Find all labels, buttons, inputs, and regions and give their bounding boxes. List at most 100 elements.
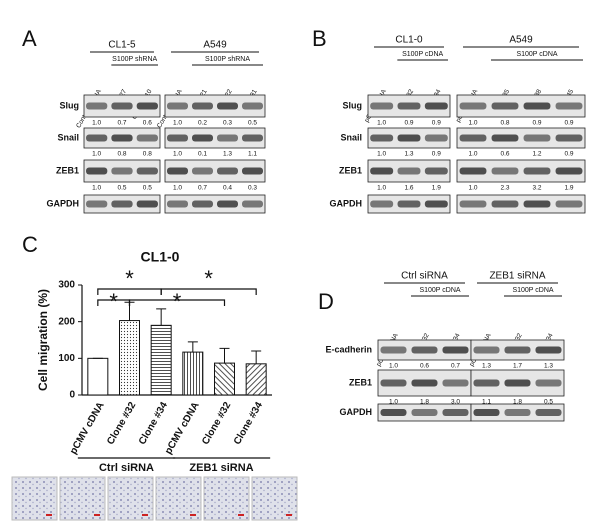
group-label: Ctrl siRNA <box>99 462 154 474</box>
band-value: 1.8 <box>513 399 522 406</box>
band <box>424 134 448 142</box>
band <box>167 102 188 110</box>
band-value: 1.0 <box>377 151 386 158</box>
bar <box>245 363 267 396</box>
band <box>192 167 213 175</box>
band <box>473 379 500 387</box>
row-label: Slug <box>343 100 363 110</box>
bar <box>150 324 172 396</box>
band-value: 1.0 <box>377 185 386 192</box>
band-value: 0.9 <box>432 151 441 158</box>
x-tick-label: pCMV cDNA <box>68 400 107 456</box>
significance-bracket <box>128 299 226 306</box>
band <box>424 167 448 175</box>
scale-bar <box>46 514 52 516</box>
micrograph <box>155 476 202 521</box>
band-value: 0.3 <box>248 185 257 192</box>
group-label: ZEB1 siRNA <box>189 462 253 474</box>
band <box>217 200 238 208</box>
band <box>424 200 448 208</box>
row-label: Snail <box>340 132 362 142</box>
y-tick-label: 100 <box>58 353 75 364</box>
treatment-label: S100P cDNA <box>419 287 460 294</box>
band-value: 1.9 <box>564 185 573 192</box>
group-label: CL1-0 <box>395 35 423 46</box>
band <box>217 167 238 175</box>
band <box>459 134 487 142</box>
band-value: 1.0 <box>468 120 477 127</box>
band-value: 1.3 <box>544 363 553 370</box>
band-value: 1.3 <box>404 151 413 158</box>
bar <box>87 357 109 396</box>
band <box>491 200 519 208</box>
band-value: 1.0 <box>173 120 182 127</box>
group-label: ZEB1 siRNA <box>489 271 545 282</box>
band-value: 1.0 <box>173 151 182 158</box>
band-value: 3.0 <box>451 399 460 406</box>
row-label: GAPDH <box>46 198 79 208</box>
scale-bar <box>238 514 244 516</box>
significance-label: * <box>204 266 213 291</box>
scale-bar <box>286 514 292 516</box>
scale-bar <box>94 514 100 516</box>
row-label: GAPDH <box>329 198 362 208</box>
band <box>459 102 487 110</box>
band <box>370 200 394 208</box>
band-value: 0.6 <box>143 120 152 127</box>
band <box>136 134 158 142</box>
treatment-label: S100P cDNA <box>512 287 553 294</box>
band <box>535 379 562 387</box>
band-value: 1.6 <box>404 185 413 192</box>
band <box>397 134 421 142</box>
band-value: 1.8 <box>420 399 429 406</box>
band <box>504 379 531 387</box>
band <box>411 379 438 387</box>
band <box>370 102 394 110</box>
band <box>111 167 133 175</box>
x-tick-label: pCMV cDNA <box>163 400 202 456</box>
panel-letter: B <box>312 26 327 51</box>
panel-letter: D <box>318 289 334 314</box>
band-value: 1.0 <box>92 120 101 127</box>
band <box>473 409 500 416</box>
row-label: Slug <box>60 100 80 110</box>
band <box>136 200 158 208</box>
band <box>111 102 133 110</box>
band-value: 0.6 <box>500 151 509 158</box>
band <box>86 167 108 175</box>
band-value: 0.7 <box>198 185 207 192</box>
band <box>459 200 487 208</box>
band <box>380 346 407 354</box>
band <box>86 134 108 142</box>
band-value: 3.2 <box>532 185 541 192</box>
band-value: 1.2 <box>532 151 541 158</box>
row-label: ZEB1 <box>339 165 362 175</box>
band-value: 1.3 <box>223 151 232 158</box>
band-value: 0.8 <box>500 120 509 127</box>
band <box>111 200 133 208</box>
error-bar <box>219 347 230 364</box>
band <box>424 102 448 110</box>
band <box>242 102 263 110</box>
band-value: 0.9 <box>532 120 541 127</box>
band-value: 1.0 <box>377 120 386 127</box>
chart-title: CL1-0 <box>141 249 180 265</box>
band-value: 0.4 <box>223 185 232 192</box>
error-bar <box>187 341 198 353</box>
band <box>442 379 469 387</box>
scale-bar <box>190 514 196 516</box>
treatment-label: S100P cDNA <box>402 51 443 58</box>
x-tick-label: Clone #32 <box>105 400 138 447</box>
band-value: 0.5 <box>544 399 553 406</box>
treatment-label: S100P shRNA <box>112 56 157 63</box>
band-value: 0.5 <box>248 120 257 127</box>
band <box>523 102 551 110</box>
row-label: Snail <box>57 132 79 142</box>
error-bar <box>251 350 262 364</box>
band-value: 1.1 <box>248 151 257 158</box>
band <box>459 167 487 175</box>
band-value: 0.3 <box>223 120 232 127</box>
band <box>397 102 421 110</box>
band-value: 0.8 <box>117 151 126 158</box>
